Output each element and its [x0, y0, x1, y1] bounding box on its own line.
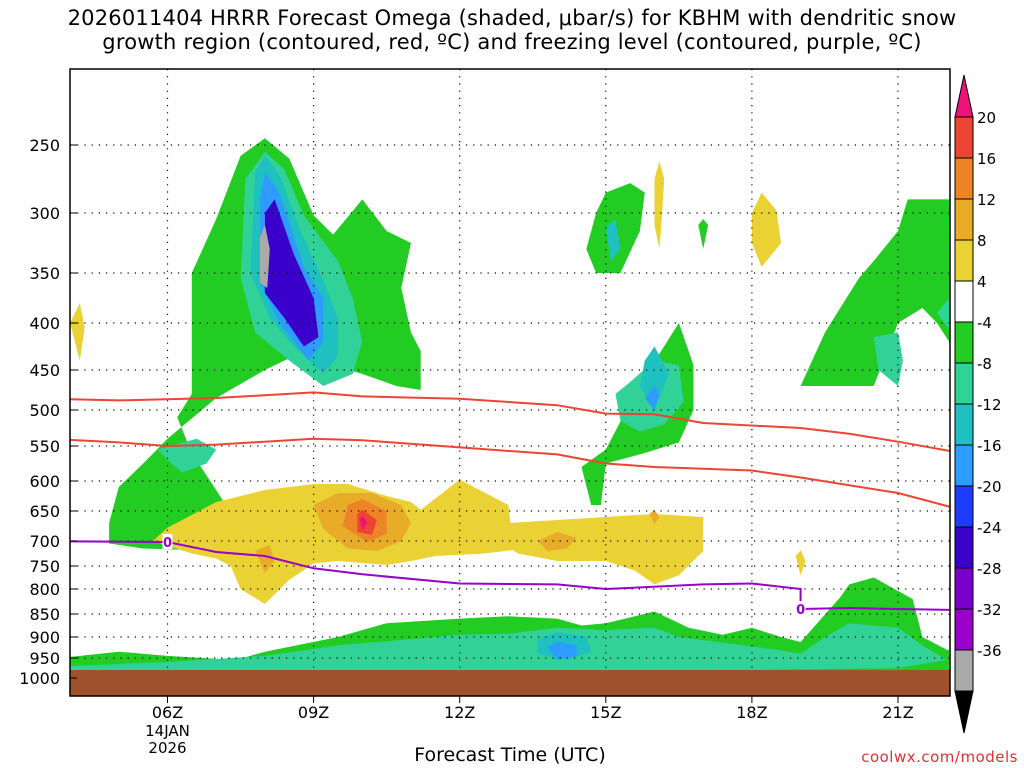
colorbar-label-1: 16	[977, 150, 996, 168]
omega-region-10	[873, 332, 903, 386]
omega-region-26	[795, 550, 806, 576]
contours: 00	[70, 391, 950, 618]
omega-region-24	[751, 192, 782, 267]
y-tick-label-600: 600	[29, 472, 60, 491]
colorbar-swatch-8	[954, 403, 974, 446]
y-tick-label-650: 650	[29, 502, 60, 521]
y-axis: 250 300 350 400 450 500 550 600 650 700 750 800 850 9…	[19, 136, 77, 688]
plot-frame	[69, 68, 951, 697]
dgz-contour-0	[70, 391, 950, 452]
omega-region-22	[498, 514, 704, 585]
colorbar-swatch-1	[954, 116, 974, 159]
colorbar-bottom-arrow	[954, 690, 974, 734]
x-tick-label-18Z: 18Z	[736, 703, 767, 722]
y-tick-label-750: 750	[29, 557, 60, 576]
colorbar-label-5: -4	[977, 314, 992, 332]
colorbar-swatch-4	[954, 239, 974, 282]
y-tick-label-1000: 1000	[19, 669, 60, 688]
x-axis-title: Forecast Time (UTC)	[414, 744, 606, 766]
y-tick-label-450: 450	[29, 361, 60, 380]
x-date-line2: 2026	[148, 739, 186, 757]
freezing-label-bg-1	[795, 601, 806, 616]
freezing-contour-label-0: 0	[163, 536, 172, 551]
colorbar-label-11: -28	[977, 560, 1002, 578]
x-tick-label-09Z: 09Z	[298, 703, 329, 722]
colorbar-swatch-6	[954, 321, 974, 364]
chart-title: 2026011404 HRRR Forecast Omega (shaded, …	[0, 6, 1024, 54]
colorbar-label-12: -32	[977, 601, 1002, 619]
colorbar-label-4: 4	[977, 273, 987, 291]
omega-region-9	[70, 623, 947, 670]
colorbar-label-8: -16	[977, 437, 1002, 455]
y-tick-label-800: 800	[29, 580, 60, 599]
y-tick-label-350: 350	[29, 264, 60, 283]
y-tick-label-500: 500	[29, 401, 60, 420]
colorbar-top-arrow	[954, 74, 974, 118]
omega-region-17	[547, 641, 577, 660]
colorbar-label-7: -12	[977, 396, 1002, 414]
y-tick-label-250: 250	[29, 136, 60, 155]
omega-region-7	[157, 438, 217, 473]
colorbar-swatch-12	[954, 567, 974, 610]
omega-region-25	[70, 303, 85, 361]
credit-text: coolwx.com/models	[861, 748, 1018, 766]
y-tick-label-400: 400	[29, 314, 60, 333]
chart-title-line2: growth region (contoured, red, ºC) and f…	[102, 30, 922, 54]
freezing-contour-label-1: 0	[796, 603, 805, 618]
x-tick-label-15Z: 15Z	[590, 703, 621, 722]
y-tick-label-550: 550	[29, 437, 60, 456]
omega-region-20	[260, 225, 270, 288]
gridlines	[70, 69, 950, 670]
x-tick-label-06Z: 06Z	[152, 703, 183, 722]
omega-region-4	[698, 219, 709, 249]
omega-region-19	[264, 199, 319, 347]
omega-shading	[70, 138, 950, 670]
colorbar-swatch-14	[954, 649, 974, 692]
omega-region-33	[359, 515, 368, 531]
omega-region-30	[649, 509, 660, 525]
colorbar-swatch-5	[954, 280, 974, 323]
colorbar-swatch-11	[954, 526, 974, 569]
colorbar-label-0: 20	[977, 109, 996, 127]
dgz-contour-1	[70, 437, 950, 508]
colorbar-swatch-13	[954, 608, 974, 651]
colorbar-label-6: -8	[977, 355, 992, 373]
chart-title-line1: 2026011404 HRRR Forecast Omega (shaded, …	[67, 6, 957, 30]
omega-region-18	[644, 386, 660, 410]
colorbar-label-10: -24	[977, 519, 1002, 537]
omega-region-28	[255, 545, 275, 573]
y-tick-label-300: 300	[29, 204, 60, 223]
x-tick-label-21Z: 21Z	[882, 703, 913, 722]
omega-region-29	[537, 532, 577, 551]
omega-region-23	[654, 161, 665, 249]
omega-region-3	[800, 199, 950, 386]
colorbar-swatch-10	[954, 485, 974, 528]
colorbar-label-9: -20	[977, 478, 1002, 496]
colorbar: 20 16 12 8 4 -4 -8 -12 -16 -20 -24 -28 -32 -36	[954, 74, 1002, 734]
omega-region-11	[937, 296, 950, 331]
ground-below-surface	[70, 670, 950, 696]
freezing-label-bg-0	[162, 534, 173, 549]
y-tick-label-850: 850	[29, 605, 60, 624]
colorbar-swatch-7	[954, 362, 974, 405]
freezing-level-contour	[70, 540, 950, 611]
colorbar-label-3: 8	[977, 232, 987, 250]
colorbar-label-2: 12	[977, 191, 996, 209]
x-tick-label-12Z: 12Z	[444, 703, 475, 722]
colorbar-swatch-2	[954, 157, 974, 200]
omega-region-13	[639, 346, 670, 410]
y-tick-label-950: 950	[29, 649, 60, 668]
y-tick-label-900: 900	[29, 628, 60, 647]
y-tick-label-700: 700	[29, 532, 60, 551]
colorbar-label-13: -36	[977, 642, 1002, 660]
omega-region-15	[605, 219, 621, 261]
x-date-line1: 14JAN	[145, 722, 190, 740]
colorbar-swatch-3	[954, 198, 974, 241]
colorbar-swatch-9	[954, 444, 974, 487]
